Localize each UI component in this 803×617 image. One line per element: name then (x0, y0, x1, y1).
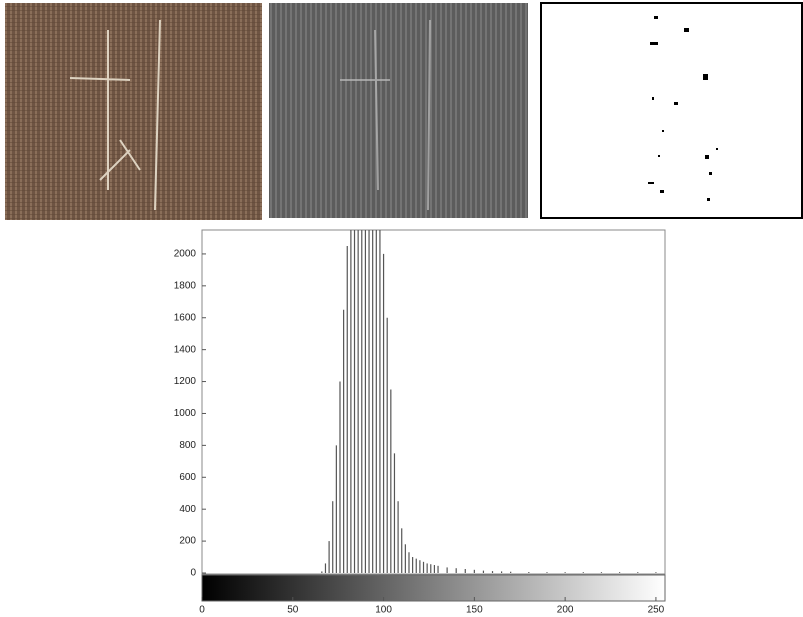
photo-gray (269, 3, 528, 218)
y-tick-label: 800 (179, 440, 196, 451)
y-tick-label: 200 (179, 536, 196, 547)
intensity-ramp (201, 574, 666, 602)
y-tick-label: 2000 (174, 249, 197, 260)
x-tick-label: 150 (466, 605, 483, 616)
y-tick-label: 1800 (174, 280, 197, 291)
y-tick-label: 1000 (174, 408, 197, 419)
y-tick-label: 600 (179, 472, 196, 483)
photo-binary (540, 2, 803, 219)
photo-color (5, 3, 262, 220)
plot-frame (201, 229, 666, 575)
y-tick-label: 1200 (174, 376, 197, 387)
x-tick-label: 250 (648, 605, 665, 616)
y-tick-label: 400 (179, 504, 196, 515)
y-tick-label: 1400 (174, 344, 197, 355)
x-tick-label: 100 (375, 605, 392, 616)
x-tick-label: 200 (557, 605, 574, 616)
x-tick-label: 0 (199, 605, 205, 616)
y-tick-label: 0 (190, 568, 196, 579)
x-tick-label: 50 (287, 605, 299, 616)
y-tick-label: 1600 (174, 312, 197, 323)
histogram-area (321, 230, 657, 573)
